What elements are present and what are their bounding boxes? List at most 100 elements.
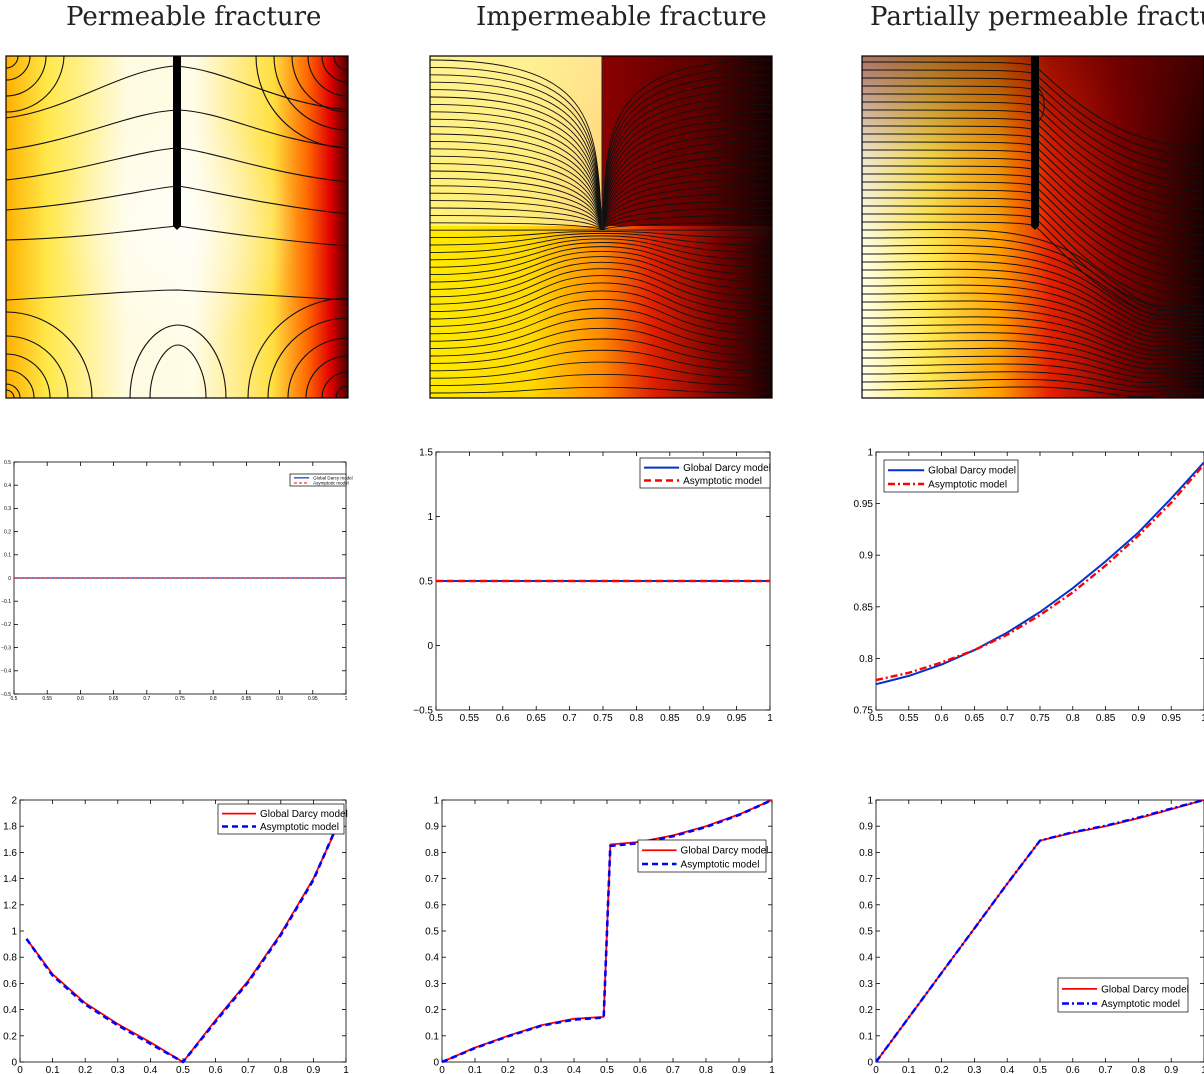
- streamline: [862, 268, 1204, 329]
- heatmap-partial-fracture: [1031, 56, 1039, 226]
- x-tick-label: 0.55: [899, 713, 919, 724]
- x-tick-label: 0: [873, 1065, 879, 1074]
- chart-impermeable-middle: 0.5 0.55 0.6 0.65 0.7 0.75 0.8 0.85 0.9 0.95 1 −0.5…: [413, 448, 773, 725]
- y-tick-label: 0.8: [859, 848, 873, 859]
- streamline: [601, 155, 772, 231]
- heatmap-permeable: [5, 55, 349, 399]
- legend-entry: Asymptotic model: [928, 480, 1007, 491]
- y-tick-label: −0.1: [1, 599, 11, 605]
- heatmap-partial: [861, 55, 1204, 399]
- x-tick-label: 1: [767, 713, 773, 724]
- legend-entry: Global Darcy model: [1101, 984, 1189, 995]
- chart-permeable-middle: 0.5 0.55 0.6 0.65 0.7 0.75 0.8 0.85 0.9 0.95 1 −0.5…: [1, 460, 353, 702]
- y-tick-label: 1: [11, 927, 17, 938]
- streamline: [601, 222, 772, 231]
- y-tick-label: 0.4: [4, 483, 11, 489]
- streamline: [862, 324, 1204, 361]
- x-tick-label: 0.85: [242, 696, 252, 702]
- streamline: [601, 170, 772, 231]
- y-tick-label: 0.5: [425, 927, 439, 938]
- x-tick-label: 0.7: [1000, 713, 1014, 724]
- legend-box: [637, 839, 767, 873]
- streamline: [430, 148, 603, 231]
- streamline: [430, 327, 772, 357]
- streamline: [430, 349, 772, 372]
- x-tick-label: 0.7: [666, 1065, 680, 1074]
- x-tick-label: 0.7: [143, 696, 150, 702]
- y-tick-label: 0.6: [859, 900, 873, 911]
- y-tick-label: 0.9: [425, 822, 439, 833]
- x-tick-label: 0.9: [1164, 1065, 1178, 1074]
- x-tick-label: 0.55: [42, 696, 52, 702]
- y-tick-label: 0.9: [859, 822, 873, 833]
- streamline: [601, 163, 772, 231]
- x-tick-label: 0.85: [1096, 713, 1116, 724]
- series-global-darcy-line: [875, 461, 1204, 686]
- heatmap-impermeable: [429, 55, 773, 399]
- legend-entry: Global Darcy model: [681, 846, 769, 857]
- streamline: [430, 282, 772, 320]
- x-tick-label: 0.5: [600, 1065, 614, 1074]
- streamline: [430, 185, 603, 231]
- streamline: [862, 236, 1204, 312]
- y-tick-label: 0.4: [3, 1005, 17, 1016]
- series-global-darcy-line: [25, 828, 338, 1063]
- y-tick-label: 0.5: [419, 577, 433, 588]
- x-tick-label: 1: [343, 1065, 349, 1074]
- x-tick-label: 0.5: [11, 696, 18, 702]
- x-tick-label: 0.7: [241, 1065, 255, 1074]
- y-tick-label: −0.3: [1, 645, 11, 651]
- y-tick-label: 0.3: [425, 979, 439, 990]
- y-tick-label: 1: [867, 448, 873, 459]
- y-tick-label: 0.2: [4, 529, 11, 535]
- streamline: [862, 276, 1204, 334]
- streamline: [862, 371, 1204, 388]
- y-tick-label: 0.8: [425, 848, 439, 859]
- streamline: [862, 355, 1204, 379]
- legend-entry: Asymptotic model: [260, 822, 339, 833]
- y-tick-label: −0.2: [1, 622, 11, 628]
- streamline: [862, 332, 1204, 365]
- heatmap-permeable-fracture: [173, 56, 181, 226]
- streamline: [862, 378, 1204, 393]
- y-tick-label: 1: [433, 796, 439, 807]
- legend-entry: Asymptotic model: [683, 476, 762, 487]
- streamline: [862, 292, 1204, 343]
- streamline: [601, 133, 772, 231]
- chart-impermeable-bottom: 0 0.1 0.2 0.3 0.4 0.5 0.6 0.7 0.8 0.9 1 0 0.1 0.2 0.3 0…: [425, 796, 775, 1074]
- y-tick-label: 0.4: [859, 953, 873, 964]
- streamline: [601, 185, 772, 231]
- heatmap-impermeable-streamlines: [430, 59, 772, 394]
- x-tick-label: 0.2: [501, 1065, 515, 1074]
- streamline: [430, 140, 603, 231]
- x-tick-label: 0.1: [468, 1065, 482, 1074]
- x-tick-label: 0.9: [696, 713, 710, 724]
- y-tick-label: 1: [427, 512, 433, 523]
- y-tick-label: 0.3: [859, 979, 873, 990]
- streamline: [601, 214, 772, 231]
- streamline: [430, 222, 603, 231]
- column-title-impermeable: Impermeable fracture: [476, 2, 767, 32]
- streamline: [430, 242, 772, 268]
- y-tick-label: 0: [8, 576, 11, 582]
- x-tick-label: 0.4: [143, 1065, 157, 1074]
- y-tick-label: 0.6: [425, 900, 439, 911]
- x-tick-label: 0.75: [175, 696, 185, 702]
- column-title-partial: Partially permeable fracture: [870, 2, 1204, 32]
- streamline: [430, 177, 603, 231]
- y-tick-label: 0.8: [3, 953, 17, 964]
- y-tick-label: 0.75: [854, 706, 874, 717]
- streamline: [430, 238, 772, 261]
- y-tick-label: 1.2: [3, 900, 17, 911]
- x-tick-label: 0.1: [902, 1065, 916, 1074]
- y-tick-label: 2: [11, 796, 17, 807]
- streamline: [430, 214, 603, 231]
- streamline: [862, 339, 1204, 370]
- streamline: [862, 316, 1204, 356]
- x-tick-label: 0.95: [308, 696, 318, 702]
- streamline: [430, 261, 772, 298]
- streamline: [862, 300, 1204, 347]
- series-asymptotic-line: [875, 798, 1204, 1063]
- y-tick-label: 0.4: [425, 953, 439, 964]
- legend-box: [639, 457, 771, 489]
